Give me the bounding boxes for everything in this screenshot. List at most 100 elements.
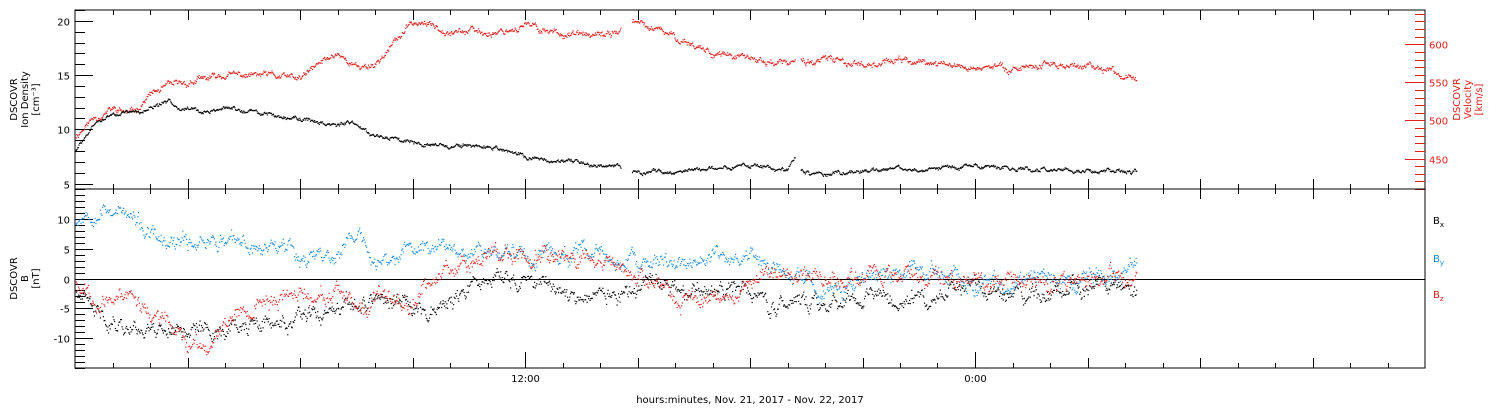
velocity-point — [518, 28, 520, 30]
ion-density-point — [705, 170, 707, 172]
ion-density-point — [301, 120, 303, 123]
bx-point — [275, 324, 277, 326]
velocity-point — [1030, 64, 1032, 67]
ion-density-point — [557, 160, 559, 162]
velocity-point — [793, 60, 796, 63]
ion-density-point — [251, 109, 253, 112]
by-point — [77, 224, 79, 226]
ion-density-point — [302, 119, 304, 121]
bx-point — [325, 312, 327, 314]
velocity-point — [719, 53, 721, 55]
bx-point — [960, 294, 962, 296]
ion-density-point — [989, 166, 991, 168]
ion-density-point — [998, 167, 1000, 169]
bx-point — [285, 327, 287, 329]
velocity-point — [830, 58, 832, 60]
velocity-point — [324, 56, 326, 58]
velocity-point — [488, 32, 490, 34]
by-point — [211, 236, 213, 239]
velocity-point — [814, 64, 816, 66]
velocity-point — [448, 32, 450, 34]
ion-density-point — [696, 167, 698, 169]
ion-density-point — [947, 164, 949, 166]
bx-point — [114, 320, 116, 323]
bx-point — [993, 288, 995, 290]
by-point — [157, 240, 159, 242]
velocity-point — [463, 30, 465, 33]
bx-point — [492, 279, 494, 282]
ion-density-point — [612, 164, 614, 166]
bx-point — [727, 288, 729, 290]
velocity-point — [295, 76, 297, 79]
bx-point — [228, 328, 230, 330]
ion-density-point — [939, 168, 941, 170]
by-point — [227, 240, 229, 242]
bx-point — [742, 288, 744, 290]
ion-density-point — [1016, 170, 1018, 172]
ion-density-point — [564, 161, 566, 163]
bx-point — [506, 271, 508, 273]
bx-point — [192, 323, 194, 325]
velocity-point — [294, 78, 296, 80]
bx-point — [561, 292, 563, 294]
ion-density-point — [695, 167, 697, 170]
velocity-point — [297, 77, 299, 79]
velocity-point — [172, 83, 174, 85]
velocity-point — [1105, 70, 1107, 72]
bx-point — [399, 299, 401, 301]
velocity-point — [550, 29, 552, 31]
velocity-point — [583, 34, 585, 36]
by-point — [201, 240, 203, 242]
velocity-point — [469, 28, 471, 31]
by-point — [192, 246, 194, 248]
velocity-point — [750, 59, 752, 61]
velocity-point — [695, 47, 697, 49]
velocity-point — [139, 108, 141, 110]
by-point — [133, 214, 135, 217]
bx-point — [915, 295, 917, 297]
ion-density-point — [351, 121, 353, 123]
ion-density-point — [1034, 169, 1037, 171]
ion-density-point — [411, 140, 413, 142]
bx-point — [589, 299, 591, 301]
bx-point — [796, 295, 798, 297]
ion-density-point — [145, 110, 147, 112]
velocity-point — [633, 21, 635, 23]
ion-density-point — [210, 110, 212, 113]
bx-point — [794, 300, 796, 303]
velocity-point — [928, 64, 931, 66]
bx-point — [591, 297, 593, 300]
by-point — [318, 251, 320, 253]
velocity-point — [178, 80, 181, 82]
ion-density-point — [211, 110, 213, 112]
velocity-point — [374, 63, 376, 65]
by-point — [233, 235, 235, 237]
ion-density-point — [84, 136, 86, 139]
ion-density-point — [1078, 169, 1080, 171]
velocity-point — [239, 75, 241, 77]
ion-density-point — [896, 165, 898, 167]
velocity-point — [999, 63, 1001, 65]
ion-density-point — [863, 170, 865, 172]
velocity-point — [642, 21, 644, 23]
ion-density-point — [779, 169, 781, 171]
ion-density-point — [872, 167, 875, 169]
bx-point — [996, 291, 998, 293]
by-point — [169, 242, 171, 244]
ion-density-point — [1036, 169, 1039, 171]
velocity-point — [167, 79, 169, 82]
bx-point — [718, 291, 720, 293]
ion-density-point — [173, 105, 175, 107]
velocity-point — [839, 59, 841, 62]
ion-density-point — [1034, 170, 1036, 172]
ion-density-point — [459, 146, 461, 148]
ion-density-point — [603, 165, 605, 167]
velocity-point — [925, 63, 927, 65]
bx-point — [866, 288, 868, 290]
bx-point — [942, 296, 944, 298]
velocity-point — [185, 83, 187, 85]
velocity-point — [213, 72, 215, 74]
velocity-point — [997, 64, 999, 66]
ion-density-point — [902, 169, 904, 171]
bx-point — [279, 319, 281, 321]
